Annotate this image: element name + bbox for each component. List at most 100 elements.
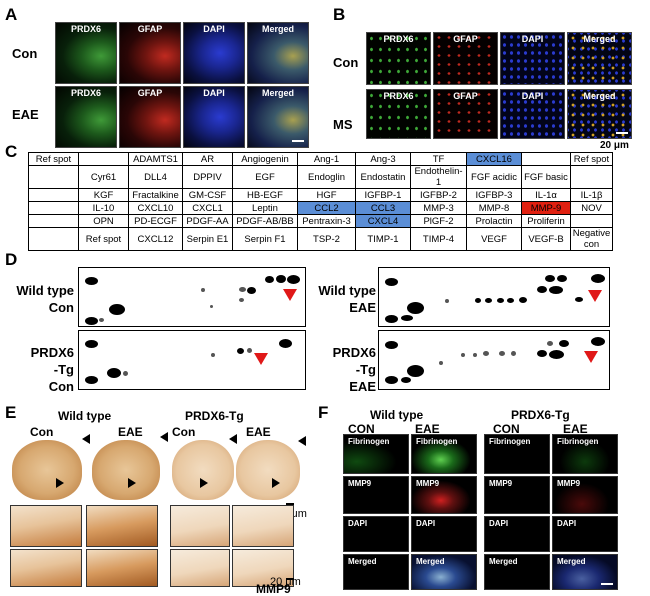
channel-label: DAPI [416, 519, 436, 528]
array-spot [473, 353, 477, 357]
panel-d-label: D [5, 250, 18, 269]
array-cell: PDGF-AA [182, 214, 233, 228]
f-wt-con-dapi-image: DAPI [343, 516, 409, 552]
array-cell: DLL4 [128, 165, 183, 189]
ref-spot [85, 376, 98, 384]
channel-label: DAPI [203, 88, 225, 98]
e-cond-tg-eae: EAE [246, 425, 271, 439]
a-eae-dapi-image: DAPI [183, 86, 245, 148]
array-cell: Endostatin [355, 165, 411, 189]
array-cell: MMP-8 [466, 201, 522, 215]
array-spot [211, 353, 215, 357]
array-cell: Serpin F1 [232, 227, 298, 251]
channel-label: GFAP [453, 91, 478, 101]
ref-spot [385, 376, 398, 384]
blot-label-tg-eae: PRDX6 -Tg EAE [318, 344, 376, 395]
array-spot [239, 298, 244, 302]
panel-c-label: C [5, 142, 18, 161]
f-wt-con-fibrinogen-image: Fibrinogen [343, 434, 409, 474]
array-cell: IGFBP-3 [466, 188, 522, 202]
e-group-prdx6tg: PRDX6-Tg [185, 409, 244, 423]
blot-label-wt-eae: Wild type EAE [318, 282, 376, 316]
panel-b-row-con: Con [333, 55, 359, 70]
f-cond-tg-eae: EAE [563, 422, 588, 436]
array-cell: Angiogenin [232, 152, 298, 166]
array-spot [276, 275, 286, 283]
array-cell: CXCL10 [128, 201, 183, 215]
array-spot [461, 353, 465, 357]
channel-label: Fibrinogen [557, 437, 599, 446]
blot-label-tg-con: PRDX6 -Tg Con [14, 344, 74, 395]
cytokine-array-map: Ref spot ADAMTS1 AR Angiogenin Ang-1 Ang… [28, 152, 613, 251]
array-cell-highlight-cxcl16: CXCL16 [466, 152, 522, 166]
a-eae-merged-image: Merged [247, 86, 309, 148]
blot-label-line: Wild type [16, 283, 74, 298]
channel-label: Fibrinogen [348, 437, 390, 446]
array-cell: HGF [297, 188, 356, 202]
array-cell: TIMP-1 [355, 227, 411, 251]
array-cell: Negative con [570, 227, 613, 251]
channel-label: DAPI [203, 24, 225, 34]
f-tg-eae-merged-image: Merged [552, 554, 618, 590]
panel-a-row-con: Con [12, 46, 38, 61]
f-tg-eae-fibrinogen-image: Fibrinogen [552, 434, 618, 474]
a-con-merged-image: Merged [247, 22, 309, 84]
f-group-prdx6tg: PRDX6-Tg [511, 408, 570, 422]
f-wt-con-mmp9-image: MMP9 [343, 476, 409, 514]
array-spot [537, 286, 547, 293]
array-spot [401, 377, 411, 383]
array-spot [537, 350, 547, 357]
array-cell: IL-10 [78, 201, 129, 215]
array-spot [591, 274, 605, 283]
array-cell: Proliferin [521, 214, 571, 228]
array-cell: VEGF [466, 227, 522, 251]
array-spot [519, 297, 527, 303]
array-cell: Ang-1 [297, 152, 356, 166]
f-tg-con-dapi-image: DAPI [484, 516, 550, 552]
a-con-dapi-image: DAPI [183, 22, 245, 84]
blot-label-wt-con: Wild type Con [14, 282, 74, 316]
array-spot [265, 276, 274, 283]
array-cell: OPN [78, 214, 129, 228]
b-con-gfap-image: GFAP [433, 32, 498, 85]
panel-e-label: E [5, 403, 17, 422]
e-zoom-tg-con-1 [170, 505, 230, 547]
f-wt-eae-dapi-image: DAPI [411, 516, 477, 552]
array-spot [99, 318, 104, 322]
f-wt-eae-merged-image: Merged [411, 554, 477, 590]
array-cell: CXCL12 [128, 227, 183, 251]
b-ms-prdx6-image: PRDX6 [366, 89, 431, 139]
a-con-gfap-image: GFAP [119, 22, 181, 84]
array-spot [439, 361, 443, 365]
channel-label: DAPI [521, 34, 544, 44]
channel-label: MMP9 [489, 479, 513, 488]
array-cell: VEGF-B [521, 227, 571, 251]
array-spot [445, 299, 449, 303]
blot-tg-con [78, 330, 306, 390]
arrowhead-marker [82, 434, 90, 444]
array-spot [475, 298, 481, 303]
b-con-merged-image: Merged [567, 32, 632, 85]
e-cord-tg-con [172, 440, 234, 500]
e-cord-wt-eae [92, 440, 160, 500]
array-spot [109, 304, 125, 315]
arrow-indicator [588, 290, 602, 302]
array-cell: MMP-3 [410, 201, 467, 215]
channel-label: Merged [348, 557, 377, 566]
array-cell: IGFBP-1 [355, 188, 411, 202]
panel-a-row-eae: EAE [12, 107, 39, 122]
f-group-wildtype: Wild type [370, 408, 424, 422]
ref-spot [85, 277, 98, 285]
array-cell: Ang-3 [355, 152, 411, 166]
array-cell: TF [410, 152, 467, 166]
ref-spot [385, 278, 398, 286]
panel-f-label: F [318, 403, 329, 422]
f-tg-con-merged-image: Merged [484, 554, 550, 590]
array-cell [78, 152, 129, 166]
e-zoom-wt-eae-2 [86, 549, 158, 587]
array-spot [247, 348, 252, 353]
array-spot [485, 298, 492, 303]
channel-label: Merged [583, 91, 616, 101]
ref-spot [385, 341, 398, 349]
array-cell: FGF acidic [466, 165, 522, 189]
